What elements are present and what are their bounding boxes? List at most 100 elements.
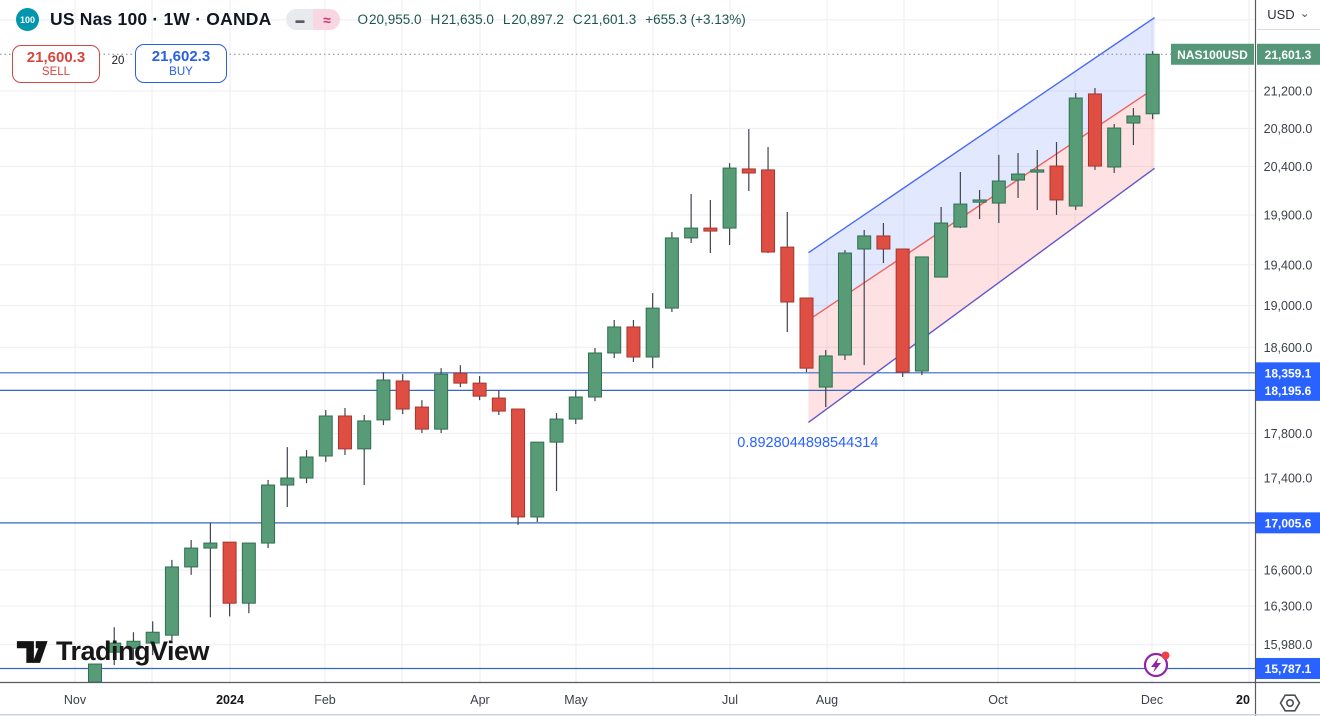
low-label: L: [502, 12, 511, 27]
time-tick-label: Nov: [64, 693, 87, 707]
candle-body: [530, 441, 545, 518]
buy-price: 21,602.3: [151, 48, 211, 66]
candle-body: [318, 415, 333, 457]
price-tick-label: 16,300.0: [1264, 599, 1313, 613]
time-tick-label: May: [564, 693, 588, 707]
candle-body: [684, 227, 699, 239]
sell-label: SELL: [41, 66, 71, 79]
candle-body: [818, 355, 833, 388]
candle-body: [799, 297, 814, 369]
price-tick-label: 20,400.0: [1264, 160, 1313, 174]
symbol-title[interactable]: US Nas 100 · 1W · OANDA: [50, 9, 272, 29]
tradingview-logo-text: TradingView: [56, 636, 210, 666]
price-tick-label: 16,600.0: [1264, 564, 1313, 578]
candle-body: [126, 640, 141, 649]
candle-body: [972, 199, 987, 203]
close-label: C: [572, 12, 583, 27]
channel-annotation[interactable]: 0.8928044898544314: [737, 435, 878, 451]
level-price-label: [1256, 379, 1320, 401]
buy-button[interactable]: 21,602.3 BUY: [135, 44, 227, 83]
candle-body: [991, 180, 1006, 204]
candle-body: [664, 237, 679, 309]
symbol-logo-icon[interactable]: 100: [16, 8, 39, 31]
low-value: 20,897.2: [511, 12, 564, 27]
candle-body: [1011, 173, 1026, 181]
channel-lower-line[interactable]: [808, 167, 1155, 424]
time-tick-label: Aug: [816, 693, 838, 707]
candle-body: [376, 379, 391, 421]
high-value: 21,635.0: [441, 12, 494, 27]
axis-settings-icon[interactable]: [1278, 691, 1302, 715]
candle-body: [145, 631, 160, 644]
candle-body: [645, 307, 660, 358]
candle-body: [453, 372, 468, 384]
level-price-label-text: 15,787.1: [1265, 662, 1312, 676]
currency-label: USD: [1267, 7, 1295, 22]
high-label: H: [430, 12, 441, 27]
symbol-header: 100 US Nas 100 · 1W · OANDA ▬ ≈ O 20,955.…: [16, 8, 746, 31]
candle-body: [222, 541, 237, 604]
channel-upper-fill[interactable]: [808, 17, 1155, 321]
candle-body: [703, 227, 718, 232]
candle-body: [164, 566, 179, 636]
open-value: 20,955.0: [368, 12, 422, 27]
time-tick-label: Feb: [314, 693, 336, 707]
candle-body: [741, 168, 756, 174]
close-value: 21,601.3: [583, 12, 637, 27]
candle-body: [261, 484, 276, 544]
channel-lower-fill[interactable]: [808, 88, 1155, 423]
level-price-label-text: 18,359.1: [1265, 366, 1312, 380]
candle-body: [568, 396, 583, 420]
spread-value: 20: [111, 55, 125, 67]
candle-body: [491, 397, 506, 412]
candle-body: [1049, 165, 1064, 201]
level-price-label: [1256, 362, 1320, 384]
time-tick-label: 20: [1236, 693, 1250, 707]
candle-body: [280, 477, 295, 486]
candle-body: [761, 169, 776, 253]
time-tick-label: Oct: [988, 693, 1008, 707]
sell-button[interactable]: 21,600.3 SELL: [12, 45, 100, 83]
approx-pill-icon[interactable]: ≈: [313, 9, 341, 30]
candle-body: [107, 642, 122, 653]
candle-body: [299, 456, 314, 479]
candle-body: [549, 418, 564, 443]
price-tick-label: 18,600.0: [1264, 341, 1313, 355]
candle-body: [1030, 169, 1045, 173]
last-price-label-text: 21,601.3: [1265, 48, 1312, 62]
price-axis[interactable]: [1256, 0, 1320, 716]
candle-body: [1126, 115, 1141, 124]
time-tick-label: Jul: [722, 693, 738, 707]
candle-body: [434, 373, 449, 430]
level-price-label-text: 17,005.6: [1265, 516, 1312, 530]
candle-body: [357, 420, 372, 450]
candle-body: [953, 203, 968, 228]
symbol-price-tag: [1171, 43, 1254, 65]
candle-body: [722, 167, 737, 229]
streams-lightning-icon[interactable]: [1142, 649, 1172, 679]
ohlc-readout: O 20,955.0 H 21,635.0 L 20,897.2 C 21,601.3 …: [357, 12, 745, 27]
currency-dropdown[interactable]: USD ⌄: [1257, 0, 1320, 30]
candle-body: [914, 256, 929, 372]
candle-body: [934, 222, 949, 278]
candle-body: [472, 382, 487, 397]
tradingview-logo[interactable]: TradingView: [15, 636, 210, 667]
candle-body: [184, 547, 199, 568]
price-tick-label: 19,000.0: [1264, 299, 1313, 313]
time-axis[interactable]: [0, 682, 1320, 716]
candle-body: [1087, 93, 1102, 167]
candle-body: [337, 415, 352, 450]
candle-body: [1145, 53, 1160, 115]
candle-body: [876, 235, 891, 250]
tradingview-mark-icon: [16, 641, 48, 663]
open-label: O: [357, 12, 368, 27]
level-price-label: [1256, 657, 1320, 679]
candle-body: [780, 246, 795, 303]
candle-body: [587, 352, 602, 398]
channel-upper-line[interactable]: [808, 16, 1155, 254]
price-tick-label: 21,200.0: [1264, 85, 1313, 99]
candle-body: [395, 380, 410, 410]
dash-pill-icon[interactable]: ▬: [286, 9, 314, 30]
